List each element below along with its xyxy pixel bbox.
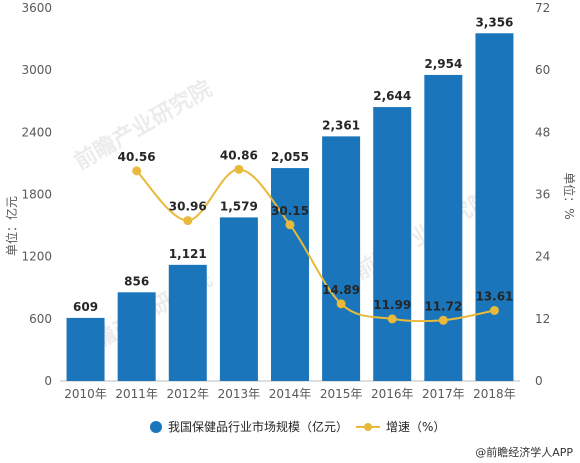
x-tick-label: 2017年 xyxy=(422,387,465,401)
x-tick-label: 2011年 xyxy=(115,387,158,401)
line-value-label: 13.61 xyxy=(475,289,513,303)
y-tick-label: 3600 xyxy=(21,1,52,15)
bar-value-label: 2,954 xyxy=(424,57,462,71)
watermark: 前瞻产业研究院 xyxy=(350,186,496,286)
bar-value-label: 2,055 xyxy=(271,150,309,164)
x-tick-label: 2010年 xyxy=(64,387,107,401)
y2-tick-label: 48 xyxy=(535,125,550,139)
bar xyxy=(219,217,258,381)
y-tick-label: 1200 xyxy=(21,250,52,264)
bar xyxy=(117,292,156,381)
bar xyxy=(66,317,105,381)
bar xyxy=(322,136,361,381)
line-point xyxy=(285,220,295,230)
x-tick-label: 2015年 xyxy=(320,387,363,401)
bar-value-label: 2,644 xyxy=(373,89,411,103)
y2-axis-title: 单位：% xyxy=(562,172,577,219)
bar-value-label: 856 xyxy=(124,274,149,288)
bar xyxy=(424,74,463,382)
x-tick-label: 2016年 xyxy=(371,387,414,401)
legend: 我国保健品行业市场规模（亿元） 增速（%） xyxy=(150,419,445,434)
legend-bar-label: 我国保健品行业市场规模（亿元） xyxy=(168,419,348,434)
bar-series xyxy=(66,33,514,382)
x-tick-label: 2014年 xyxy=(269,387,312,401)
x-tick-label: 2013年 xyxy=(218,387,261,401)
line-point xyxy=(387,314,397,324)
line-point xyxy=(132,166,142,176)
x-tick-label: 2012年 xyxy=(167,387,210,401)
y-tick-label: 1800 xyxy=(21,188,52,202)
y-tick-label: 600 xyxy=(29,312,52,326)
line-point xyxy=(489,305,499,315)
y2-tick-label: 12 xyxy=(535,312,550,326)
line-value-label: 14.89 xyxy=(322,283,360,297)
line-value-label: 11.99 xyxy=(373,298,411,312)
line-point xyxy=(183,216,193,226)
line-value-label: 30.15 xyxy=(271,204,309,218)
bar xyxy=(271,168,309,381)
bar xyxy=(373,107,412,382)
bar xyxy=(168,264,207,381)
bar-value-label: 3,356 xyxy=(475,15,513,29)
bar-value-label: 1,121 xyxy=(169,247,207,261)
legend-line-dot xyxy=(364,423,372,431)
bar-value-label: 2,361 xyxy=(322,118,360,132)
bar-value-label: 609 xyxy=(73,300,98,314)
y2-tick-label: 72 xyxy=(535,1,550,15)
source-credit: @前瞻经济学人APP xyxy=(475,445,573,459)
line-point xyxy=(438,315,448,325)
line-value-label: 30.96 xyxy=(169,200,207,214)
line-point xyxy=(234,164,244,174)
legend-bar-marker xyxy=(150,421,162,433)
bar-value-label: 1,579 xyxy=(220,199,258,213)
line-value-label: 11.72 xyxy=(424,299,462,313)
bar xyxy=(475,33,514,381)
line-value-label: 40.56 xyxy=(118,150,156,164)
y-tick-label: 2400 xyxy=(21,125,52,139)
line-point xyxy=(336,299,346,309)
y2-tick-label: 36 xyxy=(535,188,550,202)
y2-tick-label: 60 xyxy=(535,63,550,77)
data-labels: 609 856 1,121 1,579 2,055 2,361 2,644 2,954 3,35… xyxy=(73,15,513,314)
x-tick-label: 2018年 xyxy=(473,387,516,401)
line-series xyxy=(132,164,499,325)
legend-line-label: 增速（%） xyxy=(386,420,445,434)
y2-tick-label: 0 xyxy=(535,374,543,388)
axes: 2010年 2011年 2012年 2013年 2014年 2015年 2016年 2017年… xyxy=(21,1,550,401)
y-axis-title: 单位：亿元 xyxy=(4,196,19,256)
y-tick-label: 3000 xyxy=(21,63,52,77)
line-value-label: 40.86 xyxy=(220,148,258,162)
y2-tick-label: 24 xyxy=(535,250,550,264)
y-tick-label: 0 xyxy=(44,374,52,388)
